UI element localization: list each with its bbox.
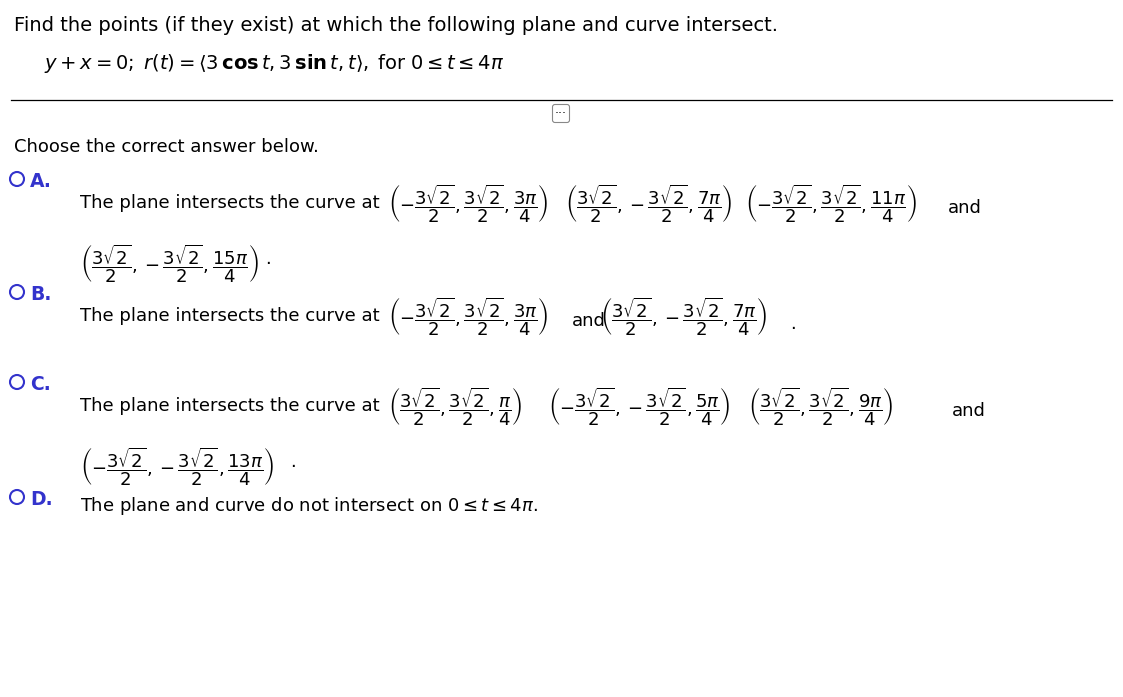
Text: Choose the correct answer below.: Choose the correct answer below. [13, 138, 319, 156]
Text: .: . [290, 453, 295, 471]
Text: Find the points (if they exist) at which the following plane and curve intersect: Find the points (if they exist) at which… [13, 16, 778, 35]
Text: .: . [789, 315, 796, 333]
Text: $\left(-\dfrac{3\sqrt{2}}{2},-\dfrac{3\sqrt{2}}{2},\dfrac{5\pi}{4}\right)$: $\left(-\dfrac{3\sqrt{2}}{2},-\dfrac{3\s… [548, 385, 731, 428]
Text: The plane intersects the curve at: The plane intersects the curve at [80, 397, 380, 415]
Text: The plane and curve do not intersect on $0\leq t\leq 4\pi$.: The plane and curve do not intersect on … [80, 495, 538, 517]
Text: $y + x = 0;\; r(t) = \langle 3\,\mathbf{cos}\,t,3\,\mathbf{sin}\,t, t\rangle,\;\: $y + x = 0;\; r(t) = \langle 3\,\mathbf{… [44, 52, 504, 75]
Text: ···: ··· [555, 107, 567, 120]
Text: $\left(\dfrac{3\sqrt{2}}{2},\dfrac{3\sqrt{2}}{2},\dfrac{\pi}{4}\right)$: $\left(\dfrac{3\sqrt{2}}{2},\dfrac{3\sqr… [389, 385, 522, 428]
Text: $\left(\dfrac{3\sqrt{2}}{2},-\dfrac{3\sqrt{2}}{2},\dfrac{7\pi}{4}\right)$: $\left(\dfrac{3\sqrt{2}}{2},-\dfrac{3\sq… [600, 295, 767, 338]
Text: $\left(-\dfrac{3\sqrt{2}}{2},-\dfrac{3\sqrt{2}}{2},\dfrac{13\pi}{4}\right)$: $\left(-\dfrac{3\sqrt{2}}{2},-\dfrac{3\s… [80, 445, 274, 488]
Text: The plane intersects the curve at: The plane intersects the curve at [80, 307, 380, 325]
Text: .: . [265, 250, 271, 268]
Text: $\left(\dfrac{3\sqrt{2}}{2},-\dfrac{3\sqrt{2}}{2},\dfrac{7\pi}{4}\right)$: $\left(\dfrac{3\sqrt{2}}{2},-\dfrac{3\sq… [565, 182, 732, 224]
Text: B.: B. [30, 285, 52, 304]
Text: and: and [952, 402, 986, 420]
Text: The plane intersects the curve at: The plane intersects the curve at [80, 194, 380, 212]
Text: $\left(\dfrac{3\sqrt{2}}{2},\dfrac{3\sqrt{2}}{2},\dfrac{9\pi}{4}\right)$: $\left(\dfrac{3\sqrt{2}}{2},\dfrac{3\sqr… [748, 385, 893, 428]
Text: $\left(\dfrac{3\sqrt{2}}{2},-\dfrac{3\sqrt{2}}{2},\dfrac{15\pi}{4}\right)$: $\left(\dfrac{3\sqrt{2}}{2},-\dfrac{3\sq… [80, 242, 259, 285]
Text: and: and [572, 312, 606, 330]
Text: $\left(-\dfrac{3\sqrt{2}}{2},\dfrac{3\sqrt{2}}{2},\dfrac{3\pi}{4}\right)$: $\left(-\dfrac{3\sqrt{2}}{2},\dfrac{3\sq… [389, 182, 548, 224]
Text: $\left(-\dfrac{3\sqrt{2}}{2},\dfrac{3\sqrt{2}}{2},\dfrac{3\pi}{4}\right)$: $\left(-\dfrac{3\sqrt{2}}{2},\dfrac{3\sq… [389, 295, 548, 338]
Text: D.: D. [30, 490, 53, 509]
Text: A.: A. [30, 172, 52, 191]
Text: $\left(-\dfrac{3\sqrt{2}}{2},\dfrac{3\sqrt{2}}{2},\dfrac{11\pi}{4}\right)$: $\left(-\dfrac{3\sqrt{2}}{2},\dfrac{3\sq… [745, 182, 916, 224]
Text: and: and [948, 199, 982, 217]
Text: C.: C. [30, 375, 51, 394]
